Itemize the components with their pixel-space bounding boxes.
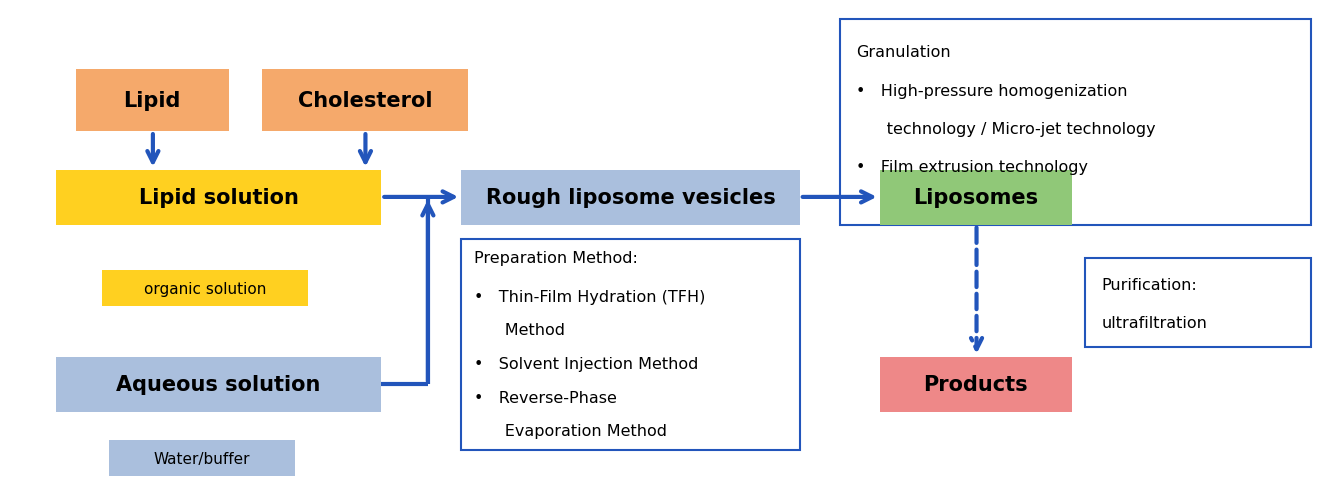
Text: Lipid solution: Lipid solution [139, 188, 299, 208]
Text: Preparation Method:: Preparation Method: [475, 251, 638, 266]
FancyArrowPatch shape [423, 205, 434, 381]
FancyBboxPatch shape [462, 240, 800, 450]
Text: Water/buffer: Water/buffer [153, 451, 251, 466]
FancyArrowPatch shape [360, 135, 371, 163]
FancyBboxPatch shape [839, 19, 1311, 225]
Text: technology / Micro-jet technology: technology / Micro-jet technology [855, 122, 1155, 137]
Text: Method: Method [475, 323, 566, 338]
FancyArrowPatch shape [384, 192, 454, 203]
Text: •   Thin-Film Hydration (TFH): • Thin-Film Hydration (TFH) [475, 289, 706, 304]
Text: Purification:: Purification: [1102, 277, 1197, 292]
FancyBboxPatch shape [56, 170, 382, 225]
FancyBboxPatch shape [879, 357, 1073, 412]
FancyBboxPatch shape [109, 440, 295, 476]
Text: Evaporation Method: Evaporation Method [475, 423, 667, 438]
Text: ultrafiltration: ultrafiltration [1102, 316, 1207, 331]
Text: •   Solvent Injection Method: • Solvent Injection Method [475, 356, 699, 371]
FancyArrowPatch shape [147, 135, 159, 163]
FancyBboxPatch shape [103, 271, 308, 306]
FancyBboxPatch shape [261, 70, 468, 132]
Text: Liposomes: Liposomes [914, 188, 1038, 208]
Text: Lipid: Lipid [124, 91, 181, 111]
Text: organic solution: organic solution [144, 281, 267, 296]
FancyBboxPatch shape [1086, 259, 1311, 347]
FancyBboxPatch shape [462, 170, 800, 225]
Text: •   Film extrusion technology: • Film extrusion technology [855, 160, 1087, 175]
Text: Rough liposome vesicles: Rough liposome vesicles [486, 188, 775, 208]
Text: •   Reverse-Phase: • Reverse-Phase [475, 390, 618, 405]
FancyBboxPatch shape [879, 170, 1073, 225]
FancyArrowPatch shape [971, 228, 982, 349]
Text: Cholesterol: Cholesterol [297, 91, 432, 111]
FancyBboxPatch shape [56, 357, 382, 412]
FancyArrowPatch shape [803, 192, 872, 203]
Text: •   High-pressure homogenization: • High-pressure homogenization [855, 84, 1127, 98]
Text: Aqueous solution: Aqueous solution [116, 374, 321, 394]
Text: Granulation: Granulation [855, 45, 950, 60]
Text: Products: Products [923, 374, 1029, 394]
FancyBboxPatch shape [76, 70, 228, 132]
